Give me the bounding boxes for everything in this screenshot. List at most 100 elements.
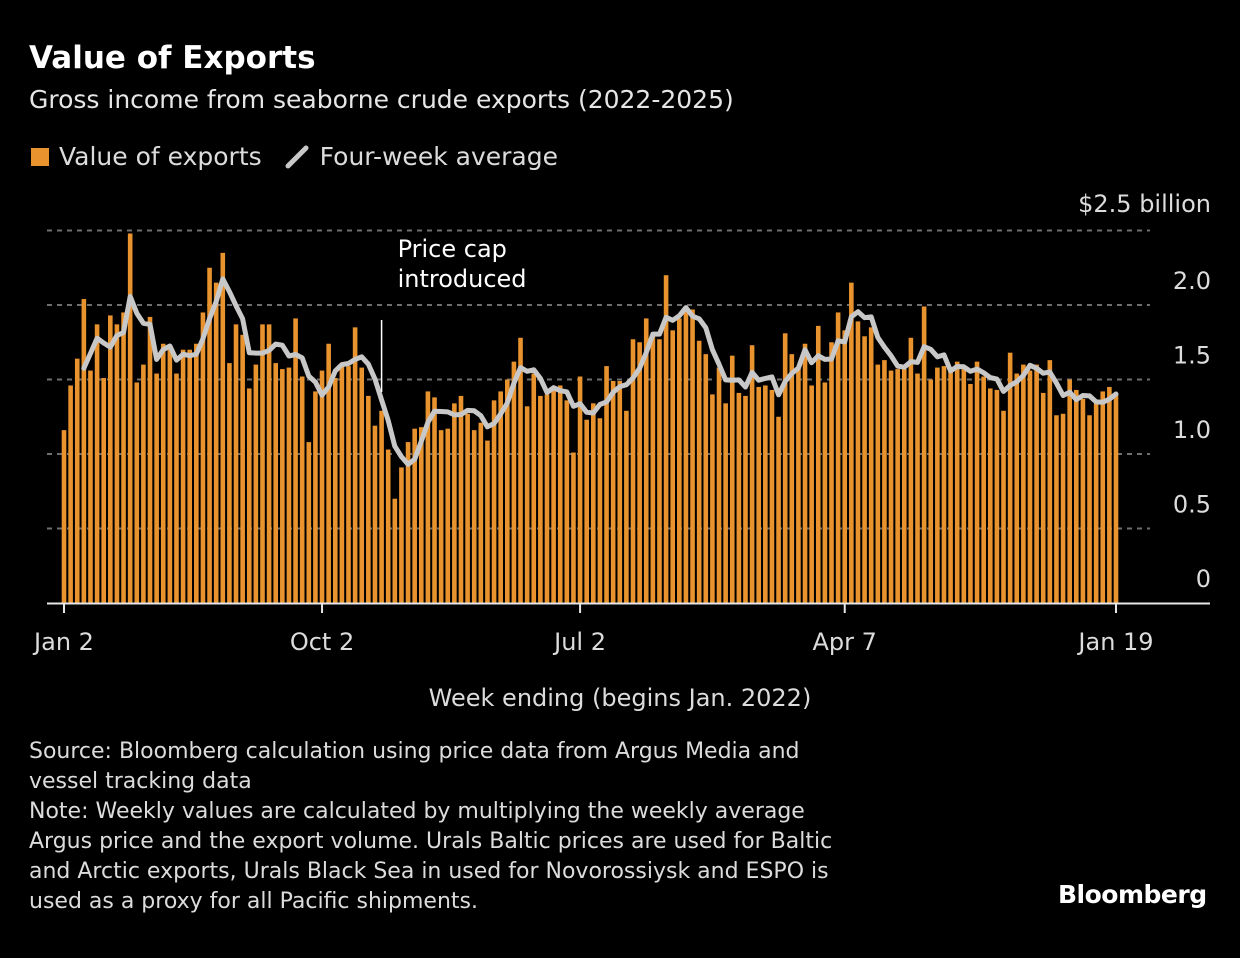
x-tick-label: Apr 7 [813,628,877,656]
bar [736,392,742,603]
bar [379,410,384,603]
legend: Value of exports Four-week average [31,142,558,171]
bar [485,440,490,603]
bar [160,343,166,603]
bar [1093,403,1099,603]
note-line: used as a proxy for all Pacific shipment… [29,889,478,914]
bar [266,324,272,603]
y-axis-unit-label: $2.5 billion [1078,190,1211,218]
legend-bar-swatch [31,147,49,166]
bar [670,330,676,603]
bar [954,361,960,603]
footer-notes: Source: Bloomberg calculation using pric… [29,737,989,917]
y-tick-label: 1.0 [1173,416,1211,444]
bar [1060,413,1066,603]
bar [981,376,986,603]
bar [901,369,907,603]
bar [399,467,404,603]
bar [1040,392,1046,603]
y-tick-label: 1.5 [1173,342,1211,370]
bar [246,388,252,603]
source-line: vessel tracking data [29,769,252,794]
bar [240,334,245,603]
bar [994,389,1000,603]
bar [174,373,179,603]
bar [723,403,728,603]
bar [710,394,715,603]
bar [663,275,669,603]
bar [597,418,603,603]
bar [571,452,576,603]
bar [974,361,980,603]
bar [68,385,73,603]
bar [815,325,821,603]
y-tick-label: 0.5 [1173,491,1211,519]
bar [1074,389,1079,603]
bar [180,349,186,603]
bar [557,385,563,603]
bar [796,367,801,603]
bar [213,282,219,603]
x-tick-label: Jul 2 [552,628,606,656]
bar [134,382,140,603]
x-tick-label: Oct 2 [290,628,354,656]
bar [359,367,365,603]
bar [928,379,934,603]
bar [756,386,762,603]
bar [260,324,265,603]
bar [584,419,589,603]
bar [802,343,808,603]
bar [227,363,232,603]
bar [743,395,748,603]
bar [908,337,914,603]
bar [683,306,689,603]
bar [465,413,470,603]
x-axis-title: Week ending (begins Jan. 2022) [429,684,812,712]
bar [538,395,543,603]
y-tick-label: 2.0 [1173,267,1211,295]
bar [491,400,497,603]
bar [504,379,510,603]
bar [888,370,894,603]
bar [339,366,345,603]
bar [405,442,411,603]
source-line: Source: Bloomberg calculation using pric… [29,739,800,764]
bar [286,367,292,603]
bar [1007,352,1013,603]
bar [941,366,947,603]
note-line: and Arctic exports, Urals Black Sea in u… [29,859,829,884]
bar [418,427,424,603]
bar [313,391,318,603]
bar [868,327,874,603]
bar [518,337,523,603]
bar [432,397,437,603]
bar [147,316,153,603]
bar [346,366,351,603]
bar [524,406,530,603]
bar [604,366,609,603]
bar [624,410,629,603]
bar [968,383,973,603]
bar [200,312,206,603]
bar [1100,391,1106,603]
annotation-text: Price cap [398,235,507,263]
bar [729,355,735,603]
bar [849,282,854,603]
bar [478,422,484,603]
bar [835,312,841,603]
bar [749,345,755,603]
bar [935,367,940,603]
bar [769,389,775,603]
bar [650,336,656,603]
bar [829,342,834,603]
bar [987,388,993,603]
bar [564,400,570,603]
bar [610,380,616,603]
bar [253,364,259,603]
bar [452,403,457,603]
bar [637,342,642,603]
bar [74,358,80,603]
x-tick-label: Jan 2 [32,628,94,656]
note-line: Argus price and the export volume. Urals… [29,829,833,854]
legend-line-swatch [285,145,309,168]
